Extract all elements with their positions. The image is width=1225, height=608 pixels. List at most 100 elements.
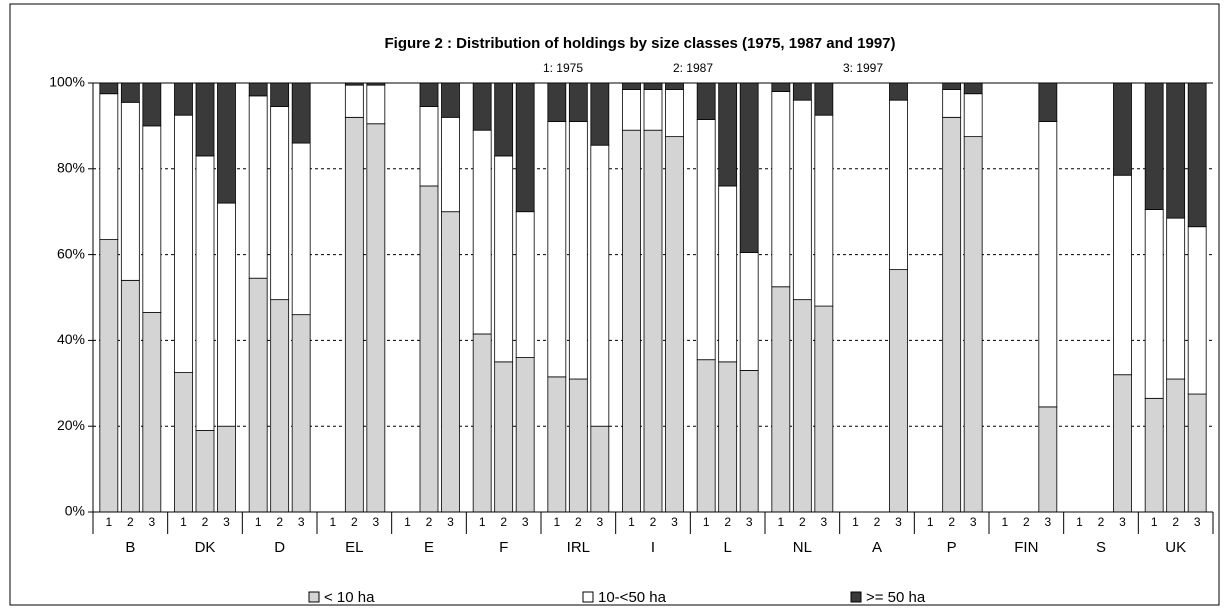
sub-tick-label: 2: [202, 515, 209, 529]
bar-segment: [142, 125, 162, 313]
bar-segment: [120, 82, 140, 103]
bar-segment: [1187, 226, 1207, 395]
bar-segment: [1038, 406, 1058, 513]
bar-segment: [590, 425, 610, 513]
x-tick-label: NL: [793, 539, 812, 556]
bar-segment: [1187, 82, 1207, 228]
bar-segment: [814, 82, 834, 116]
sub-tick-label: 1: [1151, 515, 1158, 529]
bar-segment: [217, 425, 236, 513]
bar-segment: [174, 372, 193, 513]
sub-tick-label: 1: [628, 515, 635, 529]
bar-segment: [739, 82, 759, 253]
bar-segment: [1144, 397, 1164, 513]
bar-segment: [120, 101, 140, 281]
x-tick-label: S: [1096, 539, 1106, 556]
x-tick-label: FIN: [1014, 539, 1038, 556]
sub-tick-label: 2: [500, 515, 507, 529]
bar-segment: [419, 185, 439, 513]
x-tick-label: P: [947, 539, 957, 556]
bar-segment: [217, 82, 236, 204]
bar-segment: [142, 312, 162, 513]
bar-segment: [696, 82, 716, 120]
bar-segment: [547, 121, 567, 378]
bar-segment: [1166, 217, 1186, 380]
bar-segment: [739, 252, 759, 371]
bar-segment: [771, 286, 791, 513]
sub-tick-label: 2: [575, 515, 582, 529]
bar-segment: [643, 82, 663, 90]
sub-tick-label: 3: [596, 515, 603, 529]
bar-segment: [99, 82, 119, 95]
bar-segment: [1144, 209, 1164, 399]
bar-segment: [1166, 378, 1186, 513]
bar-segment: [441, 82, 460, 118]
sub-tick-label: 2: [351, 515, 358, 529]
bar-segment: [270, 299, 290, 513]
bar-segment: [291, 82, 311, 144]
bar-segment: [771, 91, 791, 288]
bar-segment: [718, 361, 738, 513]
bar-segment: [142, 82, 162, 127]
bar-segment: [942, 116, 962, 513]
sub-tick-label: 1: [180, 515, 187, 529]
bar-segment: [590, 82, 610, 146]
bar-segment: [718, 185, 738, 363]
bar-segment: [963, 82, 983, 95]
sub-tick-label: 1: [255, 515, 262, 529]
bar-segment: [1113, 82, 1132, 176]
bar-segment: [441, 116, 460, 213]
bar-segment: [889, 82, 908, 101]
bar-segment: [665, 89, 684, 138]
sub-tick-label: 1: [927, 515, 934, 529]
x-tick-label: UK: [1165, 539, 1186, 556]
bar-segment: [718, 82, 738, 187]
bar-segment: [963, 136, 983, 513]
bar-segment: [248, 277, 268, 513]
x-tick-label: E: [424, 539, 434, 556]
legend-swatch: [850, 591, 862, 603]
sub-tick-label: 1: [703, 515, 710, 529]
bar-segment: [643, 129, 663, 513]
x-tick-label: DK: [195, 539, 216, 556]
x-tick-label: D: [274, 539, 285, 556]
bar-segment: [696, 119, 716, 361]
bar-segment: [515, 357, 535, 513]
bar-segment: [590, 144, 610, 427]
bar-segment: [889, 99, 908, 271]
bar-segment: [792, 99, 812, 301]
bar-segment: [195, 82, 215, 157]
bar-segment: [174, 114, 193, 373]
sub-tick-label: 2: [1172, 515, 1179, 529]
bar-segment: [568, 378, 588, 513]
sub-tick-label: 3: [447, 515, 454, 529]
sub-tick-label: 1: [105, 515, 112, 529]
bar-segment: [217, 202, 236, 427]
bar-segment: [366, 123, 386, 513]
sub-tick-label: 2: [874, 515, 881, 529]
sub-tick-label: 1: [777, 515, 784, 529]
bar-segment: [248, 95, 268, 279]
chart-title: Figure 2 : Distribution of holdings by s…: [385, 35, 896, 52]
sub-tick-label: 3: [1119, 515, 1126, 529]
bar-segment: [291, 314, 311, 513]
sub-tick-label: 3: [223, 515, 230, 529]
sub-tick-label: 2: [724, 515, 731, 529]
y-tick-label: 0%: [65, 503, 85, 519]
sub-tick-label: 2: [1023, 515, 1030, 529]
bar-segment: [419, 106, 439, 187]
sub-tick-label: 3: [1194, 515, 1201, 529]
bar-segment: [99, 93, 119, 240]
bar-segment: [568, 82, 588, 123]
bar-segment: [344, 84, 364, 118]
x-tick-label: F: [499, 539, 508, 556]
bar-segment: [1038, 121, 1058, 408]
bar-segment: [622, 129, 641, 513]
bar-segment: [622, 89, 641, 131]
sub-tick-label: 2: [1098, 515, 1105, 529]
sub-tick-label: 3: [148, 515, 155, 529]
bar-segment: [494, 82, 514, 157]
bar-segment: [195, 155, 215, 431]
bar-segment: [942, 89, 962, 118]
